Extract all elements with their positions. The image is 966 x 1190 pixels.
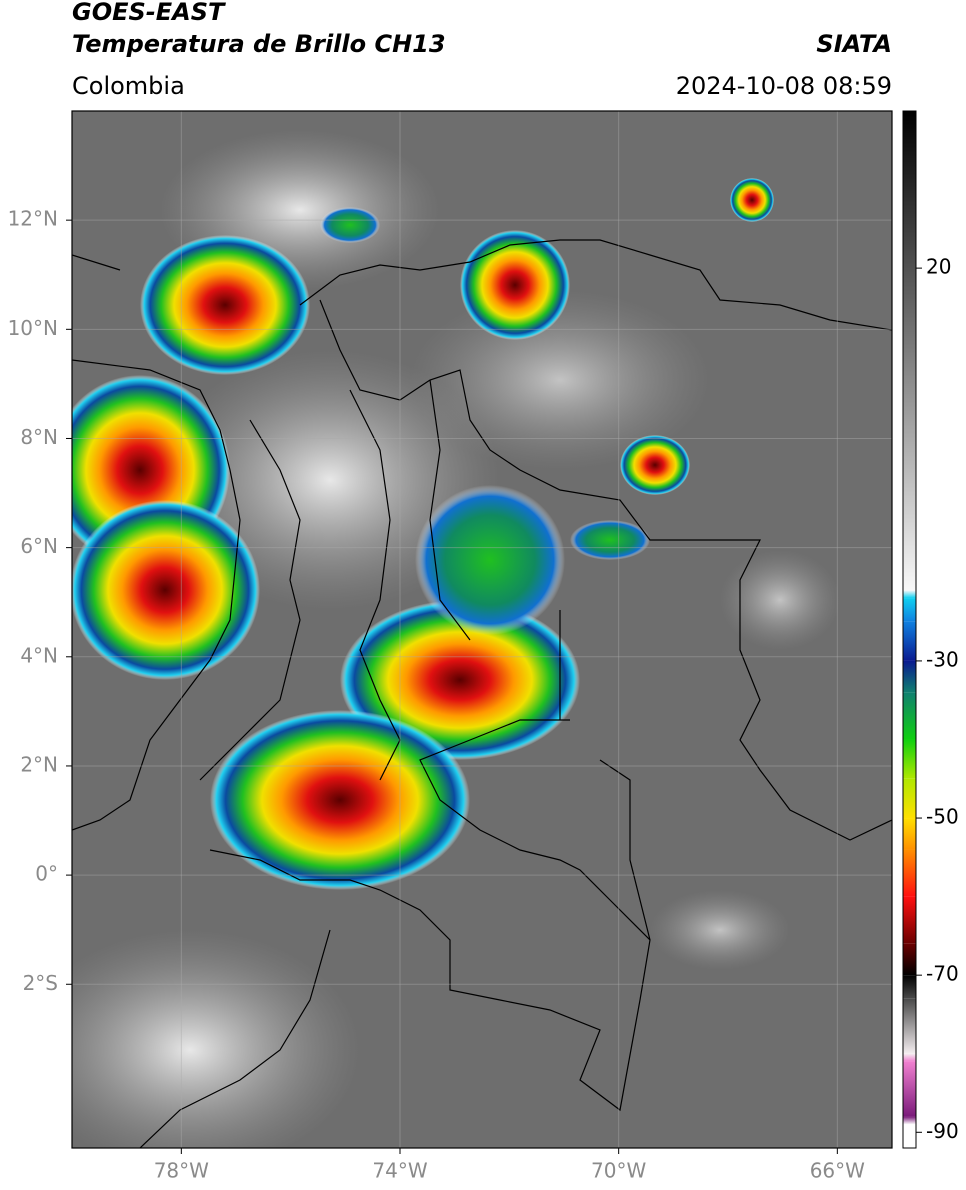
border [209,719,651,1112]
colorbar-segment [903,975,916,999]
border [559,610,651,941]
y-tick-label: 0° [35,862,58,886]
colorbar-segment [903,692,916,740]
colorbar-segment [903,590,916,599]
x-tick-label: 74°W [372,1159,427,1183]
y-tick-label: 4°N [20,643,58,667]
storm-cell [620,435,690,495]
colorbar-segment [903,1061,916,1117]
storm-cell [140,235,310,375]
colorbar-segment [903,778,916,819]
colorbar-segment [903,739,916,779]
y-tick-label: 2°S [23,971,58,995]
storm-cell [72,500,260,680]
cloud [720,550,840,650]
colorbar-tick-label: -30 [926,647,959,671]
colorbar-frame [902,110,917,1149]
colorbar-tick-label: -50 [926,805,959,829]
colorbar-segment [903,896,916,944]
source: SIATA [816,30,892,58]
x-tick-label: 70°W [591,1159,646,1183]
map-frame [71,110,893,1149]
colorbar-segment [903,1053,916,1062]
colorbar-segment [903,849,916,897]
storm-cell [320,207,380,243]
storm-cell [415,485,565,635]
storm-cell [730,178,774,222]
y-tick-label: 10°N [8,316,58,340]
x-tick-label: 78°W [154,1159,209,1183]
subtitle: Temperatura de Brillo CH13 [72,30,446,58]
colorbar-segment [903,1124,916,1148]
colorbar-segment [903,111,916,591]
storm-cell [210,710,470,890]
colorbar-segment [903,818,916,850]
region: Colombia [72,72,185,100]
coastline [72,359,241,831]
colorbar-segment [903,598,916,622]
title: GOES-EAST [72,0,226,26]
colorbar-tick-label: 20 [926,255,951,279]
colorbar-segment [903,1116,916,1125]
y-tick-label: 6°N [20,534,58,558]
colorbar-segment [903,943,916,976]
x-tick-label: 66°W [810,1159,865,1183]
y-tick-label: 12°N [8,207,58,231]
colorbar-tick-label: -70 [926,962,959,986]
border [139,929,331,1148]
cloud [650,890,790,970]
colorbar-segment [903,998,916,1054]
coastline [72,239,892,331]
cloud [410,290,710,470]
timestamp: 2024-10-08 08:59 [676,72,892,100]
satellite-image [72,111,892,1148]
y-tick-label: 2°N [20,752,58,776]
storm-cell [460,230,570,340]
storm-cell [570,520,650,560]
colorbar-segment [903,660,916,693]
y-tick-label: 8°N [20,425,58,449]
border [319,299,892,841]
cloud [72,930,360,1148]
department-border [199,379,471,781]
colorbar-tick-label: -90 [926,1119,959,1143]
colorbar-segment [903,621,916,661]
